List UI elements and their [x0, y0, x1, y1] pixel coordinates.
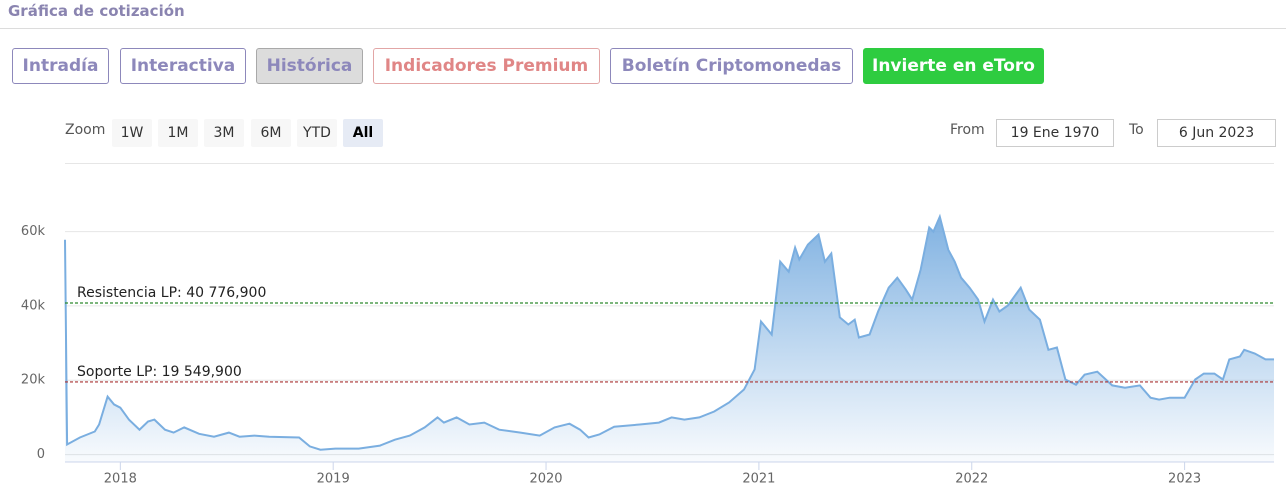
area [65, 216, 1274, 462]
tab[interactable]: Boletín Criptomonedas [610, 48, 853, 84]
reference-label: Resistencia LP: 40 776,900 [77, 285, 266, 301]
y-tick-label: 60k [21, 224, 46, 239]
date-input[interactable]: 6 Jun 2023 [1157, 119, 1276, 147]
y-tick-label: 40k [21, 298, 46, 313]
x-tick-label: 2021 [742, 472, 775, 487]
zoom-label: Zoom [65, 122, 106, 138]
y-tick-label: 20k [21, 373, 46, 388]
zoom-button[interactable]: 6M [251, 119, 291, 147]
tab[interactable]: Invierte en eToro [863, 48, 1044, 84]
line [64, 213, 1274, 451]
x-tick-label: 2018 [104, 472, 137, 487]
date-input[interactable]: 19 Ene 1970 [996, 119, 1114, 147]
divider [65, 163, 1274, 164]
x-tick-label: 2019 [317, 472, 350, 487]
x-tick-label: 2023 [1168, 472, 1201, 487]
y-tick-label: 0 [37, 447, 45, 462]
zoom-button[interactable]: 1M [158, 119, 198, 147]
tab[interactable]: Interactiva [120, 48, 246, 84]
from-label: From [950, 122, 985, 138]
tab[interactable]: Intradía [12, 48, 109, 84]
zoom-button[interactable]: 1W [112, 119, 152, 147]
tab[interactable]: Histórica [256, 48, 363, 84]
divider [0, 28, 1286, 29]
section-title: Gráfica de cotización [8, 2, 185, 20]
tab[interactable]: Indicadores Premium [373, 48, 600, 84]
zoom-button[interactable]: 3M [204, 119, 244, 147]
to-label: To [1129, 122, 1144, 138]
x-tick-label: 2022 [955, 472, 988, 487]
zoom-button[interactable]: YTD [297, 119, 337, 147]
x-tick-label: 2020 [529, 472, 562, 487]
zoom-button[interactable]: All [343, 119, 383, 147]
reference-label: Soporte LP: 19 549,900 [77, 364, 242, 380]
